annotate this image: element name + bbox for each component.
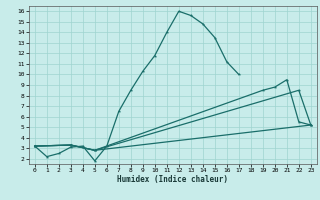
X-axis label: Humidex (Indice chaleur): Humidex (Indice chaleur): [117, 175, 228, 184]
